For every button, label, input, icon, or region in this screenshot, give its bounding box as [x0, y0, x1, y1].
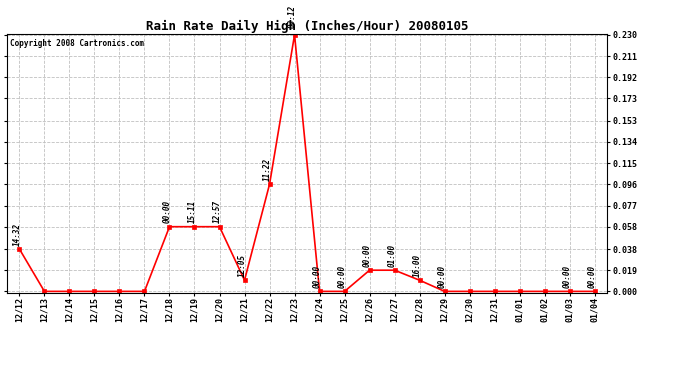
- Text: 03:12: 03:12: [288, 5, 297, 28]
- Text: 01:00: 01:00: [388, 244, 397, 267]
- Text: 00:00: 00:00: [437, 265, 446, 288]
- Text: 15:11: 15:11: [188, 200, 197, 223]
- Text: Copyright 2008 Cartronics.com: Copyright 2008 Cartronics.com: [10, 39, 144, 48]
- Text: 12:57: 12:57: [213, 200, 221, 223]
- Text: 00:00: 00:00: [562, 265, 572, 288]
- Text: 00:00: 00:00: [162, 200, 172, 223]
- Text: 14:32: 14:32: [12, 222, 21, 246]
- Text: 16:00: 16:00: [413, 254, 422, 277]
- Text: 00:00: 00:00: [313, 265, 322, 288]
- Text: 00:00: 00:00: [588, 265, 597, 288]
- Text: 11:22: 11:22: [262, 158, 272, 181]
- Title: Rain Rate Daily High (Inches/Hour) 20080105: Rain Rate Daily High (Inches/Hour) 20080…: [146, 20, 469, 33]
- Text: 00:00: 00:00: [337, 265, 346, 288]
- Text: 12:05: 12:05: [237, 254, 246, 277]
- Text: 00:00: 00:00: [362, 244, 372, 267]
